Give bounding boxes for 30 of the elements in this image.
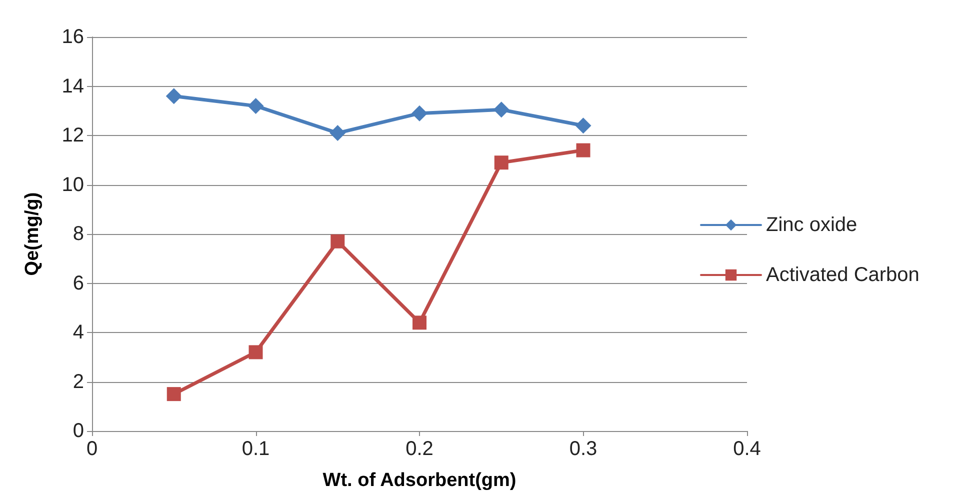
y-tick-label: 10 (62, 174, 84, 196)
point (575, 118, 592, 134)
y-tick-label: 4 (72, 322, 84, 344)
point (494, 156, 508, 170)
point (493, 102, 510, 118)
y-tick-label: 16 (62, 26, 84, 48)
legend-label: Activated Carbon (766, 264, 920, 286)
y-tick-label: 2 (72, 370, 84, 393)
point (166, 88, 182, 104)
y-axis-title: Qe(mg/g) (22, 192, 43, 276)
point (330, 125, 346, 142)
point (412, 105, 428, 122)
x-tick-label: 0.4 (733, 438, 761, 460)
x-tick-label: 0.1 (242, 438, 270, 460)
x-tick-label: 0.2 (406, 438, 434, 460)
y-tick-label: 14 (62, 75, 84, 98)
y-tick-label: 8 (72, 223, 84, 245)
point (576, 143, 590, 158)
legend-label: Zinc oxide (766, 214, 858, 236)
x-tick-label: 0 (86, 438, 98, 460)
y-tick-label: 6 (72, 272, 84, 294)
y-tick-label: 0 (72, 420, 84, 442)
point (248, 345, 263, 360)
point (330, 234, 345, 248)
point (248, 98, 264, 114)
x-tick-label: 0.3 (569, 438, 598, 460)
x-axis-title: Wt. of Adsorbent(gm) (322, 470, 516, 491)
point (166, 387, 181, 402)
y-tick-label: 12 (62, 124, 84, 146)
point (412, 316, 426, 330)
